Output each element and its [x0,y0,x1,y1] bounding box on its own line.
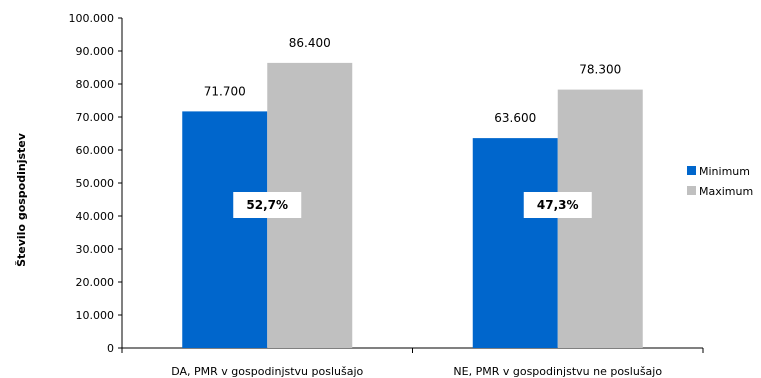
y-tick-label: 20.000 [76,276,115,289]
share-label-text: 52,7% [246,198,288,212]
bar [472,138,558,348]
bar [182,111,268,348]
y-tick-label: 100.000 [69,12,115,25]
bar-value-label: 86.400 [289,36,331,50]
share-label: 47,3% [523,192,592,218]
y-tick-label: 90.000 [76,45,115,58]
x-tick-label: NE, PMR v gospodinjstvu ne poslušajo [453,365,662,378]
x-tick-label: DA, PMR v gospodinjstvu poslušajo [171,365,363,378]
y-tick-label: 60.000 [76,144,115,157]
legend-label: Maximum [699,185,753,198]
y-tick-label: 70.000 [76,111,115,124]
bar-value-label: 63.600 [494,111,536,125]
legend: Minimum Maximum [687,165,753,198]
y-tick-label: 50.000 [76,177,115,190]
y-tick-label: 30.000 [76,243,115,256]
share-label: 52,7% [233,192,302,218]
y-axis-label: Število gospodinjstev [15,132,28,267]
legend-item: Maximum [687,185,753,198]
y-tick-label: 10.000 [76,309,115,322]
plot-area: 0 10.000 20.000 30.000 40.000 50.000 60.000 70.… [69,12,704,378]
legend-item: Minimum [687,165,750,178]
y-tick-label: 40.000 [76,210,115,223]
share-label-text: 47,3% [537,198,579,212]
bar-value-label: 78.300 [579,63,621,77]
share-label-box [233,192,302,218]
bar [557,89,643,349]
share-label-box [523,192,592,218]
y-tick-label: 80.000 [76,78,115,91]
y-tick-label: 0 [107,342,114,355]
legend-swatch [687,166,696,175]
legend-label: Minimum [699,165,750,178]
bar-value-label: 71.700 [204,84,246,98]
legend-swatch [687,186,696,195]
